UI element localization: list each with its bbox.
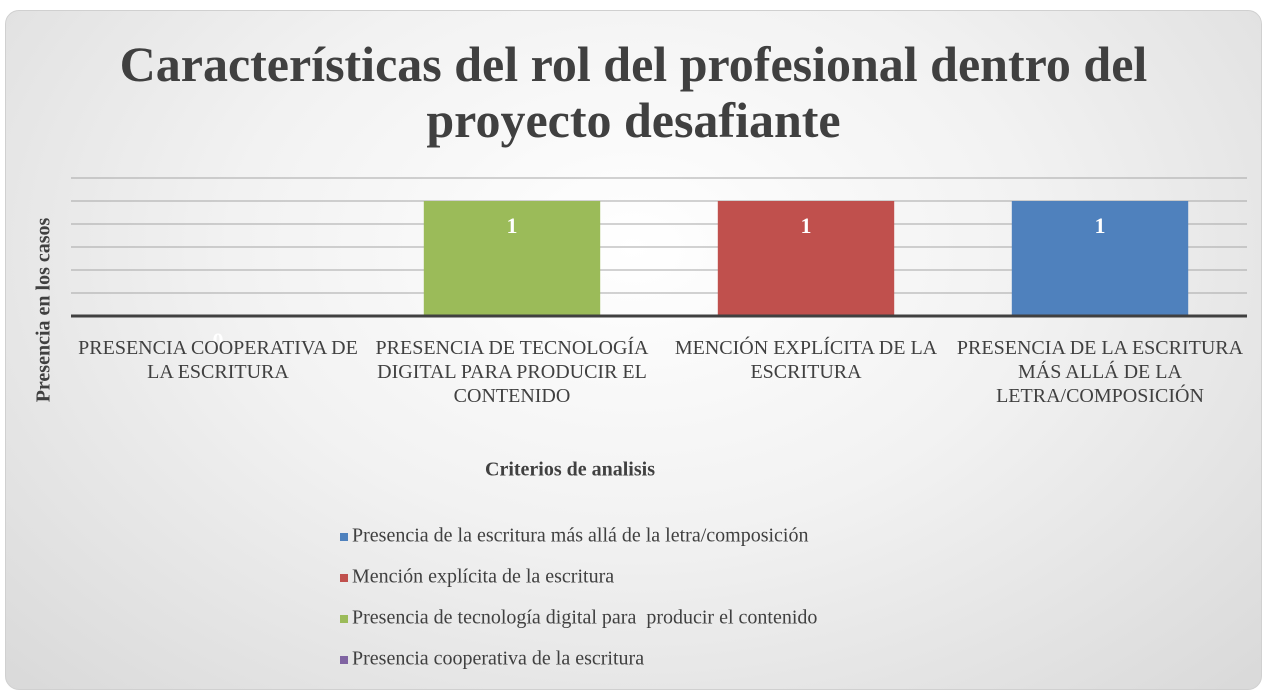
legend-swatch xyxy=(340,533,348,541)
chart-background xyxy=(5,10,1262,690)
x-tick-label: PRESENCIA COOPERATIVA DE LA ESCRITURA xyxy=(78,337,358,383)
legend-swatch xyxy=(340,574,348,582)
legend-swatch xyxy=(340,615,348,623)
x-tick-label: PRESENCIA DE LA ESCRITURA MÁS ALLÁ DE LA… xyxy=(956,337,1244,407)
data-label: 1 xyxy=(801,213,812,238)
bar xyxy=(717,201,895,316)
chart-title: Características del rol del profesional … xyxy=(119,36,1148,148)
legend-label: Presencia de tecnología digital para pro… xyxy=(352,607,817,629)
bar xyxy=(423,201,601,316)
data-label: 0 xyxy=(213,328,224,353)
legend-swatch xyxy=(340,656,348,664)
x-tick-label: PRESENCIA DE TECNOLOGÍA DIGITAL PARA PRO… xyxy=(375,337,649,407)
legend-label: Mención explícita de la escritura xyxy=(352,566,614,588)
bar xyxy=(1011,201,1189,316)
legend-label: Presencia cooperativa de la escritura xyxy=(352,648,644,670)
data-label: 1 xyxy=(507,213,518,238)
x-axis-label: Criterios de analisis xyxy=(485,459,655,481)
x-tick-label: MENCIÓN EXPLÍCITA DE LA ESCRITURA xyxy=(674,337,938,383)
data-label: 1 xyxy=(1095,213,1106,238)
y-axis-label: Presencia en los casos xyxy=(33,217,55,402)
legend-label: Presencia de la escritura más allá de la… xyxy=(352,525,808,547)
